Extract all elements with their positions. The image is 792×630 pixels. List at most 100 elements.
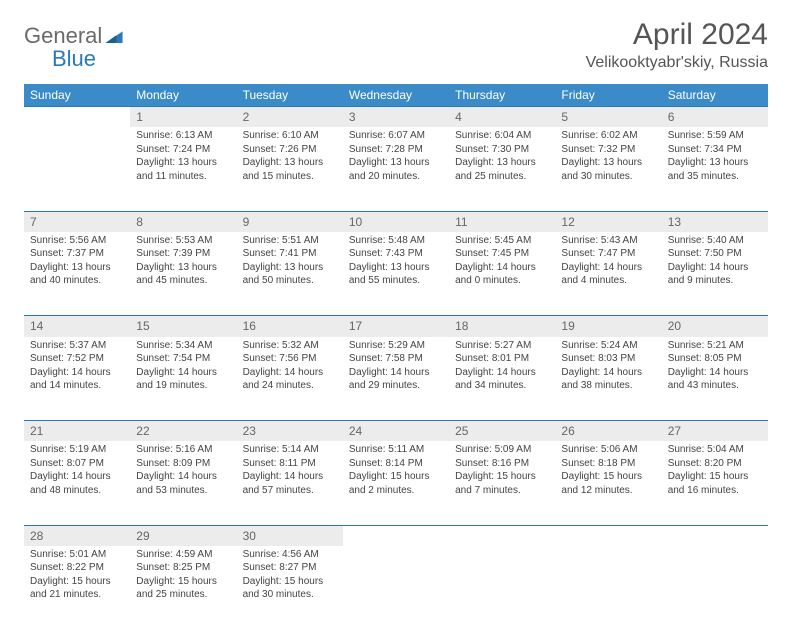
- day-number-cell: 21: [24, 421, 130, 442]
- day-number-cell: 17: [343, 316, 449, 337]
- daylight-text: Daylight: 14 hours and 34 minutes.: [455, 366, 549, 393]
- day-cell: Sunrise: 6:04 AMSunset: 7:30 PMDaylight:…: [449, 127, 555, 211]
- sunset-text: Sunset: 7:37 PM: [30, 247, 124, 261]
- sunrise-text: Sunrise: 5:37 AM: [30, 339, 124, 353]
- day-cell: Sunrise: 5:51 AMSunset: 7:41 PMDaylight:…: [237, 232, 343, 316]
- day-cell: Sunrise: 5:16 AMSunset: 8:09 PMDaylight:…: [130, 441, 236, 525]
- sunset-text: Sunset: 7:45 PM: [455, 247, 549, 261]
- day-number-cell: 9: [237, 211, 343, 232]
- day-cell: Sunrise: 5:29 AMSunset: 7:58 PMDaylight:…: [343, 337, 449, 421]
- sunrise-text: Sunrise: 5:29 AM: [349, 339, 443, 353]
- day-number-cell: 1: [130, 107, 236, 128]
- day-number-cell: 12: [555, 211, 661, 232]
- day-cell: Sunrise: 5:09 AMSunset: 8:16 PMDaylight:…: [449, 441, 555, 525]
- day-body-row: Sunrise: 6:13 AMSunset: 7:24 PMDaylight:…: [24, 127, 768, 211]
- day-cell: [555, 546, 661, 630]
- sunrise-text: Sunrise: 5:01 AM: [30, 548, 124, 562]
- day-number-cell: 10: [343, 211, 449, 232]
- day-cell: Sunrise: 6:02 AMSunset: 7:32 PMDaylight:…: [555, 127, 661, 211]
- title-block: April 2024 Velikooktyabr'skiy, Russia: [586, 18, 768, 72]
- sunrise-text: Sunrise: 5:34 AM: [136, 339, 230, 353]
- sunset-text: Sunset: 7:26 PM: [243, 143, 337, 157]
- sunrise-text: Sunrise: 5:14 AM: [243, 443, 337, 457]
- day-number-row: 123456: [24, 107, 768, 128]
- sunrise-text: Sunrise: 5:27 AM: [455, 339, 549, 353]
- sunset-text: Sunset: 7:34 PM: [668, 143, 762, 157]
- weekday-header-row: Sunday Monday Tuesday Wednesday Thursday…: [24, 84, 768, 107]
- day-number-cell: 11: [449, 211, 555, 232]
- weekday-header: Friday: [555, 84, 661, 107]
- day-cell: Sunrise: 5:59 AMSunset: 7:34 PMDaylight:…: [662, 127, 768, 211]
- daylight-text: Daylight: 14 hours and 57 minutes.: [243, 470, 337, 497]
- day-cell: Sunrise: 5:56 AMSunset: 7:37 PMDaylight:…: [24, 232, 130, 316]
- daylight-text: Daylight: 13 hours and 15 minutes.: [243, 156, 337, 183]
- daylight-text: Daylight: 15 hours and 21 minutes.: [30, 575, 124, 602]
- day-cell: Sunrise: 5:48 AMSunset: 7:43 PMDaylight:…: [343, 232, 449, 316]
- day-cell: [662, 546, 768, 630]
- day-cell: Sunrise: 5:43 AMSunset: 7:47 PMDaylight:…: [555, 232, 661, 316]
- day-cell: Sunrise: 5:24 AMSunset: 8:03 PMDaylight:…: [555, 337, 661, 421]
- day-number-cell: 24: [343, 421, 449, 442]
- sunset-text: Sunset: 8:25 PM: [136, 561, 230, 575]
- weekday-header: Monday: [130, 84, 236, 107]
- sunrise-text: Sunrise: 5:21 AM: [668, 339, 762, 353]
- sunrise-text: Sunrise: 6:07 AM: [349, 129, 443, 143]
- sunset-text: Sunset: 8:18 PM: [561, 457, 655, 471]
- weekday-header: Thursday: [449, 84, 555, 107]
- day-number-cell: 23: [237, 421, 343, 442]
- sunset-text: Sunset: 8:05 PM: [668, 352, 762, 366]
- day-body-row: Sunrise: 5:19 AMSunset: 8:07 PMDaylight:…: [24, 441, 768, 525]
- day-cell: Sunrise: 5:21 AMSunset: 8:05 PMDaylight:…: [662, 337, 768, 421]
- sunrise-text: Sunrise: 5:24 AM: [561, 339, 655, 353]
- sunrise-text: Sunrise: 5:16 AM: [136, 443, 230, 457]
- sunset-text: Sunset: 7:52 PM: [30, 352, 124, 366]
- day-number-cell: 26: [555, 421, 661, 442]
- daylight-text: Daylight: 15 hours and 12 minutes.: [561, 470, 655, 497]
- sunset-text: Sunset: 8:22 PM: [30, 561, 124, 575]
- weekday-header: Tuesday: [237, 84, 343, 107]
- day-cell: Sunrise: 6:07 AMSunset: 7:28 PMDaylight:…: [343, 127, 449, 211]
- sunset-text: Sunset: 7:58 PM: [349, 352, 443, 366]
- sunrise-text: Sunrise: 5:32 AM: [243, 339, 337, 353]
- day-number-cell: 13: [662, 211, 768, 232]
- sunset-text: Sunset: 7:56 PM: [243, 352, 337, 366]
- day-number-row: 21222324252627: [24, 421, 768, 442]
- daylight-text: Daylight: 14 hours and 9 minutes.: [668, 261, 762, 288]
- sunset-text: Sunset: 7:39 PM: [136, 247, 230, 261]
- daylight-text: Daylight: 14 hours and 29 minutes.: [349, 366, 443, 393]
- sunset-text: Sunset: 8:09 PM: [136, 457, 230, 471]
- daylight-text: Daylight: 13 hours and 35 minutes.: [668, 156, 762, 183]
- daylight-text: Daylight: 13 hours and 30 minutes.: [561, 156, 655, 183]
- day-number-cell: 4: [449, 107, 555, 128]
- daylight-text: Daylight: 15 hours and 30 minutes.: [243, 575, 337, 602]
- sunrise-text: Sunrise: 6:13 AM: [136, 129, 230, 143]
- day-number-cell: 15: [130, 316, 236, 337]
- day-body-row: Sunrise: 5:37 AMSunset: 7:52 PM Daylight:…: [24, 337, 768, 421]
- sunset-text: Sunset: 7:47 PM: [561, 247, 655, 261]
- day-number-cell: 14: [24, 316, 130, 337]
- sunset-text: Sunset: 7:41 PM: [243, 247, 337, 261]
- sunrise-text: Sunrise: 5:43 AM: [561, 234, 655, 248]
- logo: GeneralBlue: [24, 24, 124, 70]
- day-cell: Sunrise: 5:27 AMSunset: 8:01 PMDaylight:…: [449, 337, 555, 421]
- sunrise-text: Sunrise: 5:53 AM: [136, 234, 230, 248]
- sunrise-text: Sunrise: 5:59 AM: [668, 129, 762, 143]
- day-number-cell: 3: [343, 107, 449, 128]
- day-cell: [24, 127, 130, 211]
- sunrise-text: Sunrise: 5:06 AM: [561, 443, 655, 457]
- location: Velikooktyabr'skiy, Russia: [586, 54, 768, 72]
- day-cell: Sunrise: 5:01 AMSunset: 8:22 PMDaylight:…: [24, 546, 130, 630]
- day-number-cell: 29: [130, 525, 236, 546]
- sunset-text: Sunset: 7:32 PM: [561, 143, 655, 157]
- calendar-table: Sunday Monday Tuesday Wednesday Thursday…: [24, 84, 768, 630]
- sunrise-text: Sunrise: 6:02 AM: [561, 129, 655, 143]
- day-cell: Sunrise: 6:13 AMSunset: 7:24 PMDaylight:…: [130, 127, 236, 211]
- weekday-header: Wednesday: [343, 84, 449, 107]
- daylight-text: Daylight: 15 hours and 2 minutes.: [349, 470, 443, 497]
- sunset-text: Sunset: 8:03 PM: [561, 352, 655, 366]
- day-cell: Sunrise: 5:11 AMSunset: 8:14 PMDaylight:…: [343, 441, 449, 525]
- daylight-text: Daylight: 13 hours and 50 minutes.: [243, 261, 337, 288]
- daylight-text: Daylight: 14 hours and 24 minutes.: [243, 366, 337, 393]
- daylight-text: Daylight: 13 hours and 40 minutes.: [30, 261, 124, 288]
- sunrise-text: Sunrise: 5:56 AM: [30, 234, 124, 248]
